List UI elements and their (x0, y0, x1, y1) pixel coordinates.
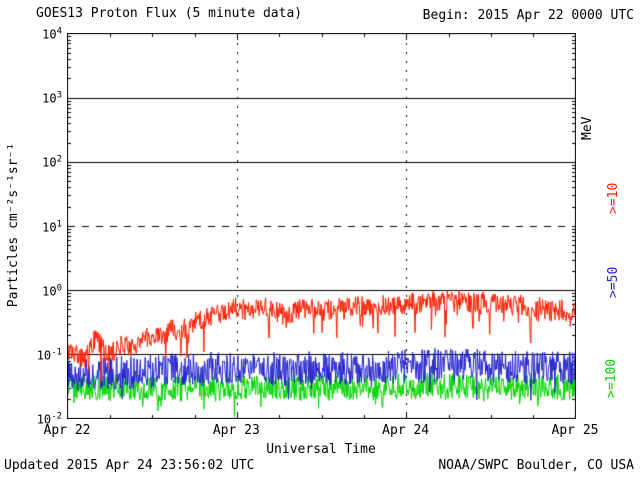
chart-title: GOES13 Proton Flux (5 minute data) (36, 6, 303, 21)
y-axis-tick-label: 104 (42, 26, 62, 42)
proton-flux-plot-canvas (67, 33, 576, 419)
right-axis-unit-label: MeV (580, 116, 595, 140)
series-label-ge10: >=10 (606, 182, 621, 214)
y-axis-tick-label: 10-2 (36, 411, 62, 427)
x-axis-tick-label: Apr 25 (551, 423, 599, 438)
series-label-ge100: >=100 (604, 358, 619, 398)
begin-timestamp: Begin: 2015 Apr 22 0000 UTC (422, 8, 634, 23)
x-axis-title: Universal Time (266, 442, 376, 457)
y-axis-tick-label: 101 (42, 219, 62, 234)
y-axis-title-text: Particles cm⁻²s⁻¹sr⁻¹ (6, 142, 21, 308)
credit-text: NOAA/SWPC Boulder, CO USA (438, 458, 634, 473)
x-axis-tick-label: Apr 22 (43, 423, 91, 438)
x-axis-tick-label: Apr 24 (382, 423, 430, 438)
y-axis-tick-label: 102 (42, 154, 62, 170)
series-label-ge50: >=50 (606, 266, 621, 298)
y-axis-tick-label: 10-1 (36, 347, 62, 363)
x-axis-tick-label: Apr 23 (212, 423, 260, 438)
updated-timestamp: Updated 2015 Apr 24 23:56:02 UTC (4, 458, 255, 473)
y-axis-title: Particles cm⁻²s⁻¹sr⁻¹ (6, 61, 21, 307)
y-axis-tick-label: 103 (42, 90, 62, 106)
y-axis-tick-label: 100 (42, 283, 62, 299)
